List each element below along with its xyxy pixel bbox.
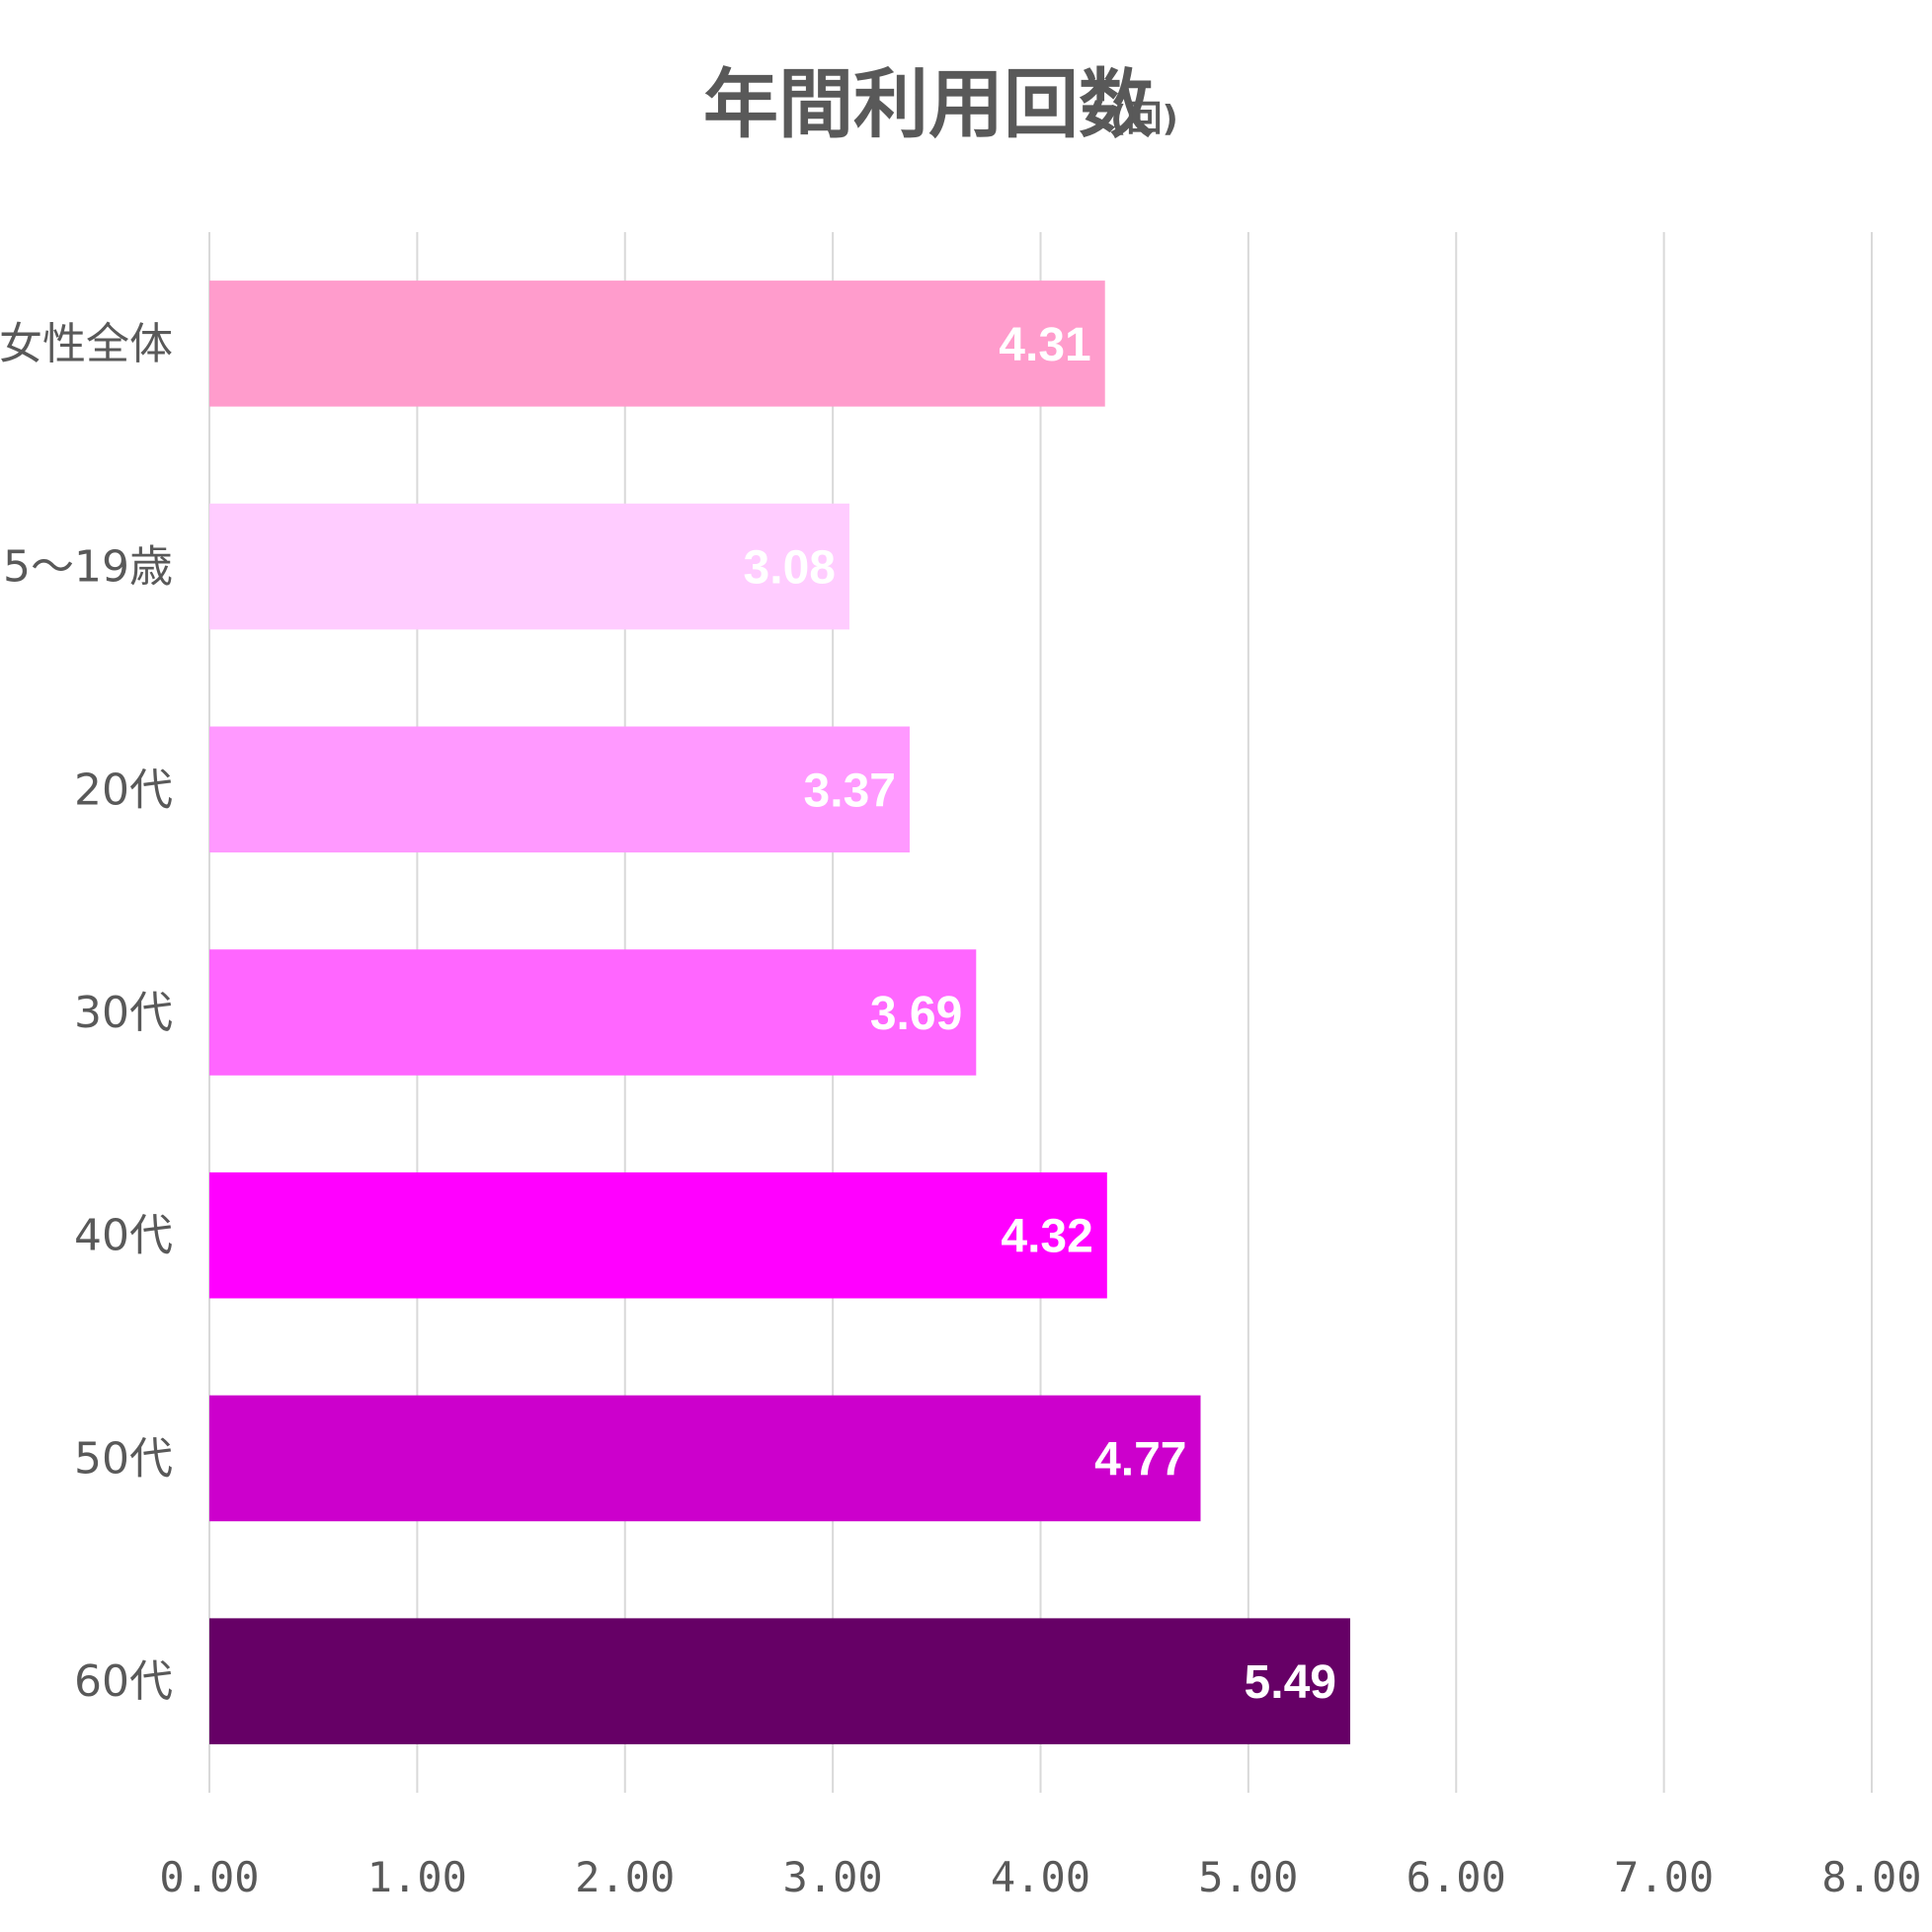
bar-3 [209, 949, 977, 1076]
value-label-4: 4.32 [1001, 1211, 1092, 1263]
x-tick-label-4: 4.00 [991, 1853, 1090, 1901]
value-label-3: 3.69 [870, 988, 962, 1040]
x-tick-label-8: 8.00 [1821, 1853, 1921, 1901]
bar-5 [209, 1395, 1201, 1522]
x-tick-label-7: 7.00 [1614, 1853, 1714, 1901]
value-label-5: 4.77 [1094, 1433, 1186, 1486]
category-label-4: 40代 [74, 1211, 173, 1261]
bars: 4.31 3.08 3.37 3.69 4.32 4.77 5.49 [209, 281, 1350, 1744]
value-label-0: 4.31 [999, 319, 1090, 371]
x-tick-label-1: 1.00 [367, 1853, 467, 1901]
category-labels: 女性全体 15～19歳 20代 30代 40代 50代 60代 [0, 319, 173, 1707]
gridlines [208, 232, 1873, 1793]
bar-6 [209, 1618, 1350, 1744]
category-label-6: 60代 [74, 1656, 173, 1707]
x-tick-label-5: 5.00 [1198, 1853, 1298, 1901]
value-label-1: 3.08 [744, 542, 836, 595]
category-label-3: 30代 [74, 988, 173, 1038]
x-tick-label-3: 3.00 [783, 1853, 883, 1901]
bar-2 [209, 726, 910, 853]
bar-1 [209, 503, 849, 630]
x-tick-label-0: 0.00 [159, 1853, 259, 1901]
value-label-6: 5.49 [1245, 1656, 1336, 1709]
category-label-0: 女性全体 [0, 319, 173, 369]
bar-4 [209, 1171, 1107, 1299]
chart-title: 年間利用回数 [703, 60, 1154, 148]
value-label-2: 3.37 [804, 765, 896, 817]
category-label-1: 15～19歳 [0, 542, 173, 593]
category-label-5: 50代 [74, 1433, 173, 1484]
category-label-2: 20代 [74, 765, 173, 815]
x-tick-label-6: 6.00 [1407, 1853, 1506, 1901]
bar-0 [209, 281, 1105, 407]
x-axis-tick-labels: 0.00 1.00 2.00 3.00 4.00 5.00 6.00 7.00 8.00 [159, 1853, 1921, 1901]
x-tick-label-2: 2.00 [575, 1853, 675, 1901]
chart-unit: (回) [1110, 99, 1178, 139]
